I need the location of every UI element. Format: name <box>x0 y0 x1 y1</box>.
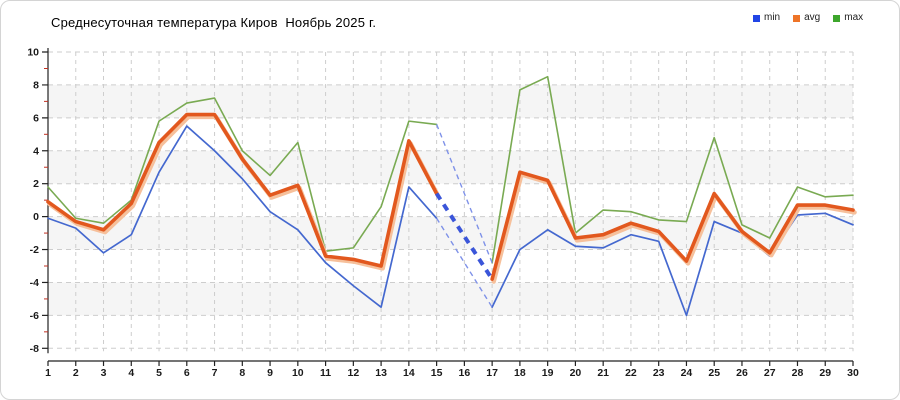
series-max-line <box>47 97 438 252</box>
x-tick-label: 14 <box>403 367 415 379</box>
x-tick-label: 29 <box>819 367 831 379</box>
x-tick-label: 12 <box>348 367 360 379</box>
x-tick-label: 27 <box>764 367 776 379</box>
y-tick-label: -8 <box>30 343 39 355</box>
x-tick-label: 2 <box>73 367 79 379</box>
y-tick-label: 6 <box>33 112 39 124</box>
x-tick-label: 7 <box>212 367 218 379</box>
plot-band <box>48 150 853 184</box>
y-tick-label: -4 <box>30 277 39 289</box>
series-avg-line <box>46 112 439 268</box>
x-tick-label: 17 <box>486 367 498 379</box>
legend-swatch-max-icon <box>833 14 841 22</box>
x-tick-label: 22 <box>625 367 637 379</box>
x-tick-label: 3 <box>101 367 107 379</box>
x-tick-label: 24 <box>681 367 693 379</box>
x-tick-label: 6 <box>184 367 190 379</box>
x-tick-label: 15 <box>431 367 443 379</box>
x-tick-label: 25 <box>708 367 720 379</box>
plot-band <box>48 216 853 250</box>
plot-band <box>48 84 853 118</box>
x-tick-label: 21 <box>597 367 609 379</box>
x-tick-label: 26 <box>736 367 748 379</box>
x-tick-label: 10 <box>292 367 304 379</box>
chart-title: Среднесуточная температура Киров Ноябрь … <box>51 15 377 30</box>
chart-legend: min avg max <box>753 13 863 23</box>
legend-swatch-avg-icon <box>793 14 801 22</box>
x-tick-label: 30 <box>847 367 859 379</box>
x-tick-label: 19 <box>542 367 554 379</box>
y-tick-label: 8 <box>33 79 39 91</box>
x-tick-label: 5 <box>156 367 162 379</box>
series-avg-dashed-gap <box>434 192 494 281</box>
legend-swatch-min-icon <box>753 14 760 22</box>
x-tick-label: 13 <box>375 367 387 379</box>
legend-label-avg: avg <box>804 12 821 23</box>
legend-item-max[interactable]: max <box>833 13 863 23</box>
y-tick-label: 2 <box>33 178 39 190</box>
legend-label-min: min <box>764 12 781 23</box>
series-max-dashed-gap <box>435 124 493 263</box>
x-tick-label: 18 <box>514 367 526 379</box>
plot-band <box>48 282 853 316</box>
x-tick-label: 20 <box>570 367 582 379</box>
y-tick-label: 4 <box>33 145 39 157</box>
y-tick-label: -2 <box>30 244 39 256</box>
y-tick-label: 10 <box>27 47 39 59</box>
y-tick-label: 0 <box>33 211 39 223</box>
x-tick-label: 16 <box>459 367 471 379</box>
x-tick-label: 28 <box>792 367 804 379</box>
legend-label-max: max <box>844 12 864 23</box>
x-tick-label: 4 <box>128 367 134 379</box>
x-tick-label: 23 <box>653 367 665 379</box>
x-tick-label: 1 <box>45 367 51 379</box>
x-tick-label: 9 <box>267 367 273 379</box>
x-tick-label: 8 <box>239 367 245 379</box>
series-max-line <box>491 75 854 264</box>
legend-item-min[interactable]: min <box>753 13 780 23</box>
series-min-line <box>47 125 438 308</box>
series-avg-line <box>490 170 855 281</box>
legend-item-avg[interactable]: avg <box>793 13 820 23</box>
y-tick-label: -6 <box>30 310 39 322</box>
x-tick-label: 11 <box>320 367 331 379</box>
